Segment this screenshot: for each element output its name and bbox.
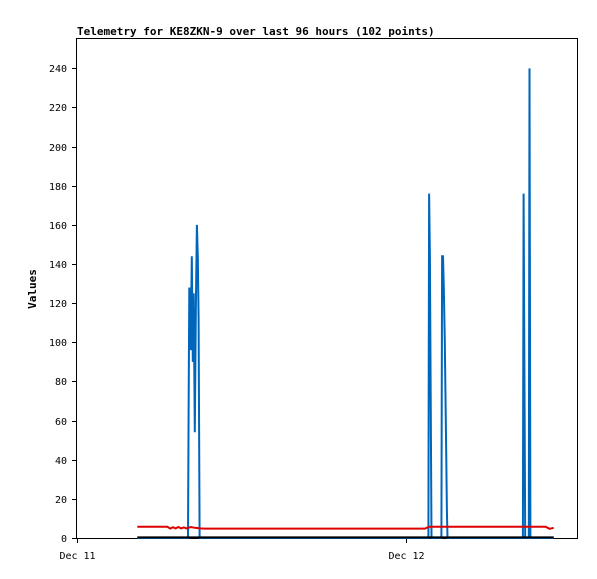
y-tick-label: 100 — [49, 338, 67, 349]
y-tick-label: 0 — [61, 534, 67, 545]
chart-title: Telemetry for KE8ZKN-9 over last 96 hour… — [77, 25, 435, 38]
y-tick-label: 120 — [49, 299, 67, 310]
y-tick-label: 220 — [49, 103, 67, 114]
y-tick-label: 200 — [49, 143, 67, 154]
y-tick-label: 140 — [49, 260, 67, 271]
blue-series-line — [137, 68, 554, 539]
y-tick-label: 240 — [49, 64, 67, 75]
y-axis-ticks: 0 20 40 60 80 100 120 140 160 180 200 220 240 — [49, 64, 77, 545]
y-tick-label: 40 — [55, 456, 67, 467]
y-tick-label: 60 — [55, 417, 67, 428]
y-axis-label: Values — [26, 269, 39, 309]
red-series-line — [137, 525, 554, 530]
y-tick-label: 160 — [49, 221, 67, 232]
x-tick-label: Dec 12 — [388, 551, 424, 562]
y-tick-label: 80 — [55, 377, 67, 388]
series-layer — [137, 68, 554, 539]
y-tick-label: 180 — [49, 182, 67, 193]
y-tick-label: 20 — [55, 495, 67, 506]
x-tick-label: Dec 11 — [59, 551, 95, 562]
